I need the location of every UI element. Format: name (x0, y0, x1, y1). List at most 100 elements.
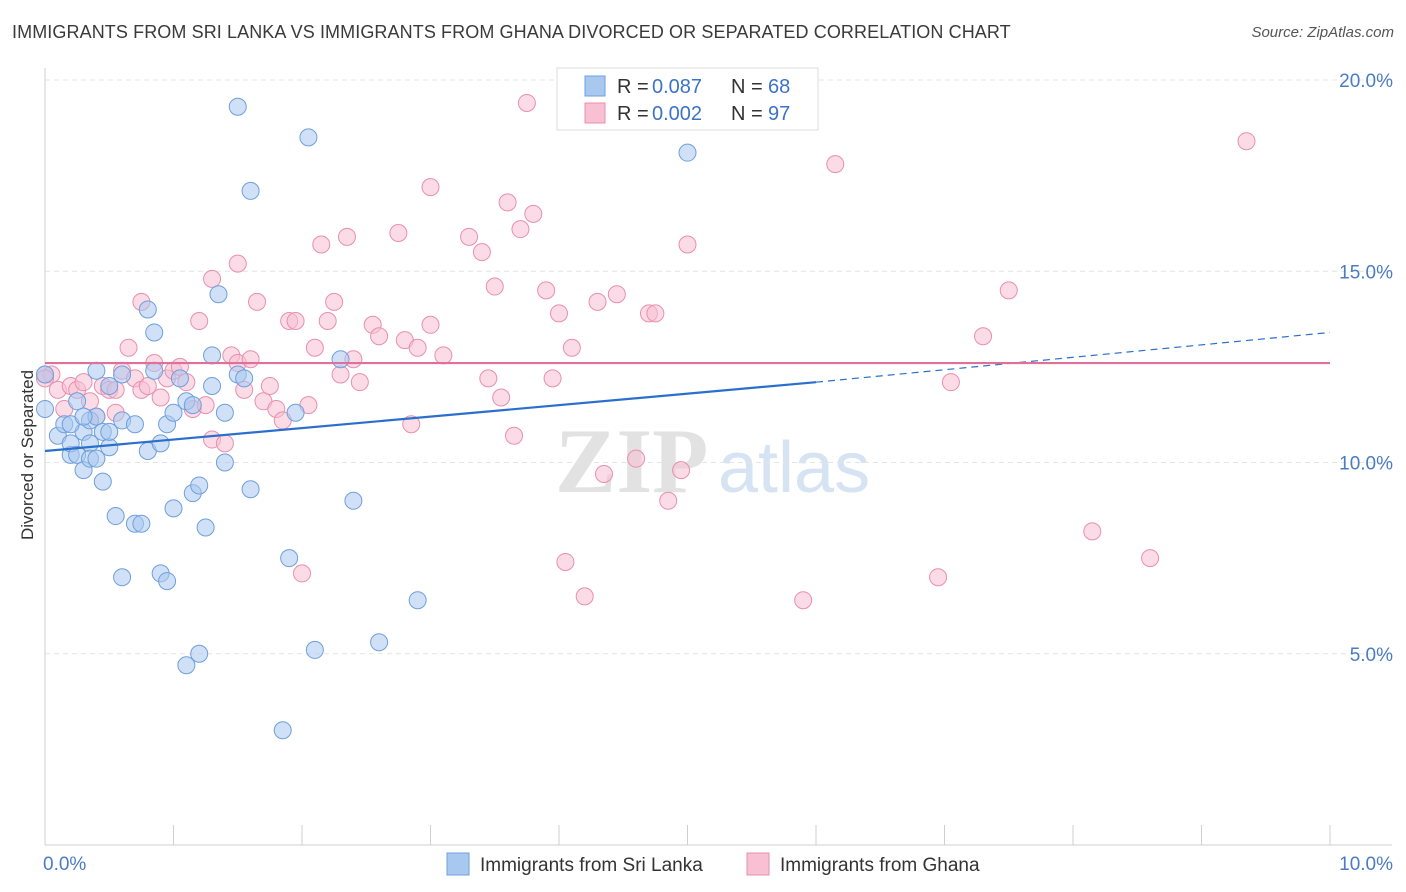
axes (44, 68, 1392, 846)
ghana-point (594, 464, 613, 483)
ghana-point (434, 346, 453, 365)
y-tick-label: 10.0% (1339, 454, 1393, 475)
ghana-point (517, 93, 536, 112)
watermark-atlas: atlas (718, 428, 870, 508)
legend-r-label-ghana: R = (617, 103, 649, 125)
ghana-point (312, 235, 331, 254)
tick-labels: 5.0% 10.0% 15.0% 20.0% 0.0% 10.0% (43, 71, 1393, 875)
sri-lanka-point (344, 491, 363, 510)
ghana-point (826, 155, 845, 174)
bottom-legend-swatch-ghana (746, 852, 770, 876)
ghana-point (460, 227, 479, 246)
ghana-point (575, 587, 594, 606)
ghana-point (402, 415, 421, 434)
x-tick-label: 0.0% (43, 854, 86, 875)
sri-lanka-point (209, 285, 228, 304)
sri-lanka-point (151, 434, 170, 453)
ghana-point (556, 552, 575, 571)
sri-lanka-point (132, 514, 151, 533)
sri-lanka-point (177, 656, 196, 675)
sri-lanka-point (170, 369, 189, 388)
bottom-legend-label-ghana: Immigrants from Ghana (780, 855, 980, 876)
ghana-point (1083, 522, 1102, 541)
sri-lanka-point (68, 392, 87, 411)
ghana-point (999, 281, 1018, 300)
ghana-point (228, 254, 247, 273)
sri-lanka-point (36, 399, 54, 418)
sri-lanka-point (241, 181, 260, 200)
ghana-point (511, 220, 530, 239)
ghana-point (260, 377, 279, 395)
ghana-point (337, 227, 356, 246)
ghana-point (241, 350, 260, 369)
ghana-point (408, 338, 427, 357)
sri-lanka-point (190, 476, 209, 495)
legend-n-label-sri-lanka: N = (731, 76, 763, 98)
y-tick-label: 20.0% (1339, 71, 1393, 92)
sri-lanka-point (235, 369, 254, 388)
sri-lanka-point (113, 568, 132, 587)
ghana-point (537, 281, 556, 300)
ghana-point (203, 269, 222, 288)
bottom-legend-swatch-sri-lanka (446, 852, 470, 876)
sri-lanka-point (203, 346, 222, 365)
ghana-point (479, 369, 498, 388)
sri-lanka-point (145, 361, 164, 380)
sri-lanka-point (241, 480, 260, 499)
sri-lanka-point (286, 403, 305, 422)
ghana-point (119, 338, 138, 357)
sri-lanka-trend-extension (815, 331, 1331, 383)
ghana-point (472, 243, 491, 262)
ghana-point (138, 377, 157, 395)
sri-lanka-point (164, 403, 183, 422)
ghana-point (350, 373, 369, 392)
sri-lanka-point (678, 143, 697, 162)
ghana-point (588, 292, 607, 311)
legend-r-value-ghana: 0.002 (652, 103, 702, 125)
sri-lanka-point (203, 377, 222, 395)
sri-lanka-points (36, 97, 697, 740)
legend-r-value-sri-lanka: 0.087 (652, 76, 702, 98)
sri-lanka-point (87, 449, 106, 468)
ghana-point (318, 311, 337, 330)
ghana-point (543, 369, 562, 388)
y-tick-label: 5.0% (1350, 645, 1393, 666)
ghana-point (941, 373, 960, 392)
ghana-point (331, 365, 350, 384)
ghana-point (389, 224, 408, 242)
y-axis-title: Divorced or Separated (18, 370, 37, 540)
sri-lanka-point (183, 396, 202, 415)
chart-title: IMMIGRANTS FROM SRI LANKA VS IMMIGRANTS … (12, 22, 1011, 42)
ghana-point (248, 292, 267, 311)
ghana-point (929, 568, 948, 587)
sri-lanka-trend-line (44, 381, 817, 453)
bottom-legend-label-sri-lanka: Immigrants from Sri Lanka (480, 855, 703, 876)
ghana-point (325, 292, 344, 311)
sri-lanka-point (273, 721, 292, 740)
legend-n-value-ghana: 97 (768, 103, 790, 125)
ghana-point (1141, 549, 1160, 568)
ghana-point (293, 564, 311, 583)
sri-lanka-point (138, 300, 157, 319)
ghana-point (607, 285, 626, 304)
ghana-point (305, 338, 324, 357)
ghana-point (498, 193, 517, 212)
sri-lanka-point (100, 422, 119, 441)
sri-lanka-point (93, 472, 112, 491)
legend-r-label-sri-lanka: R = (617, 76, 649, 98)
sri-lanka-point (158, 572, 177, 591)
ghana-point (421, 178, 440, 197)
ghana-point (492, 388, 511, 407)
sri-lanka-point (113, 365, 132, 384)
sri-lanka-point (106, 507, 125, 526)
chart-source: Source: ZipAtlas.com (1251, 24, 1394, 41)
ghana-point (485, 277, 504, 296)
legend-n-value-sri-lanka: 68 (768, 76, 790, 98)
legend-swatch-sri-lanka (584, 75, 606, 97)
sri-lanka-point (125, 415, 144, 434)
sri-lanka-point (145, 323, 164, 342)
y-tick-label: 15.0% (1339, 262, 1393, 283)
sri-lanka-point (164, 499, 183, 518)
ghana-point (286, 311, 305, 330)
